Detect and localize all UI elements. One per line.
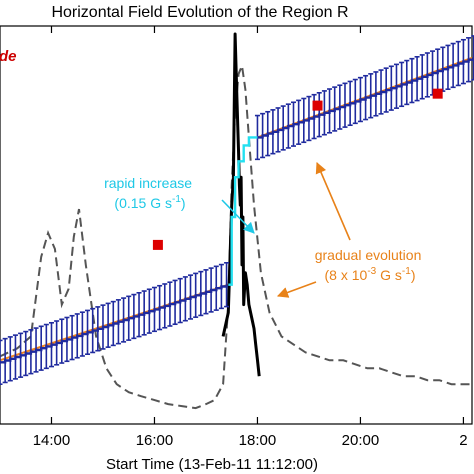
red-marker — [432, 88, 443, 99]
field-step-line — [0, 284, 228, 364]
x-tick-label: 20:00 — [342, 432, 380, 449]
gradual-arrow-lower — [276, 281, 317, 298]
flare-curve — [221, 32, 261, 377]
field-step-line — [257, 57, 474, 139]
gradual-arrow-upper — [315, 161, 351, 241]
annotation-arrows — [221, 161, 351, 298]
x-tick-label: 16:00 — [136, 432, 174, 449]
annotation-gradual-line1: gradual evolution — [315, 247, 422, 263]
rapid-step-line — [228, 136, 258, 286]
rapid-arrow — [221, 199, 255, 234]
panel-label: de — [0, 48, 17, 65]
plot-frame — [0, 25, 473, 425]
annotation-gradual-close: ) — [411, 267, 416, 283]
x-tick-label: 2 — [459, 432, 467, 449]
x-tick-label: 14:00 — [33, 432, 71, 449]
annotation-gradual-evolution: gradual evolution (8 x 10-3 G s-1) — [315, 247, 426, 283]
x-axis-ticks: 14:00 16:00 18:00 20:00 2 — [33, 26, 468, 449]
annotation-gradual-line2: (8 x 10 — [325, 267, 368, 283]
annotation-gradual-unit: G s — [376, 267, 402, 283]
plot-area — [0, 32, 474, 410]
annotation-gradual-sup2: -1 — [402, 266, 411, 277]
annotation-rapid-increase: rapid increase (0.15 G s-1) — [104, 175, 196, 211]
chart-title: Horizontal Field Evolution of the Region… — [51, 4, 348, 21]
red-marker — [152, 239, 163, 250]
x-axis-label: Start Time (13-Feb-11 11:12:00) — [106, 456, 318, 473]
red-marker — [312, 100, 323, 111]
annotation-rapid-line2: (0.15 G s — [114, 195, 172, 211]
x-tick-label: 18:00 — [239, 432, 277, 449]
annotation-rapid-sup: -1 — [172, 194, 181, 205]
annotation-gradual-sup1: -3 — [367, 266, 376, 277]
annotation-rapid-line1: rapid increase — [104, 175, 192, 191]
annotation-rapid-close: ) — [181, 195, 186, 211]
